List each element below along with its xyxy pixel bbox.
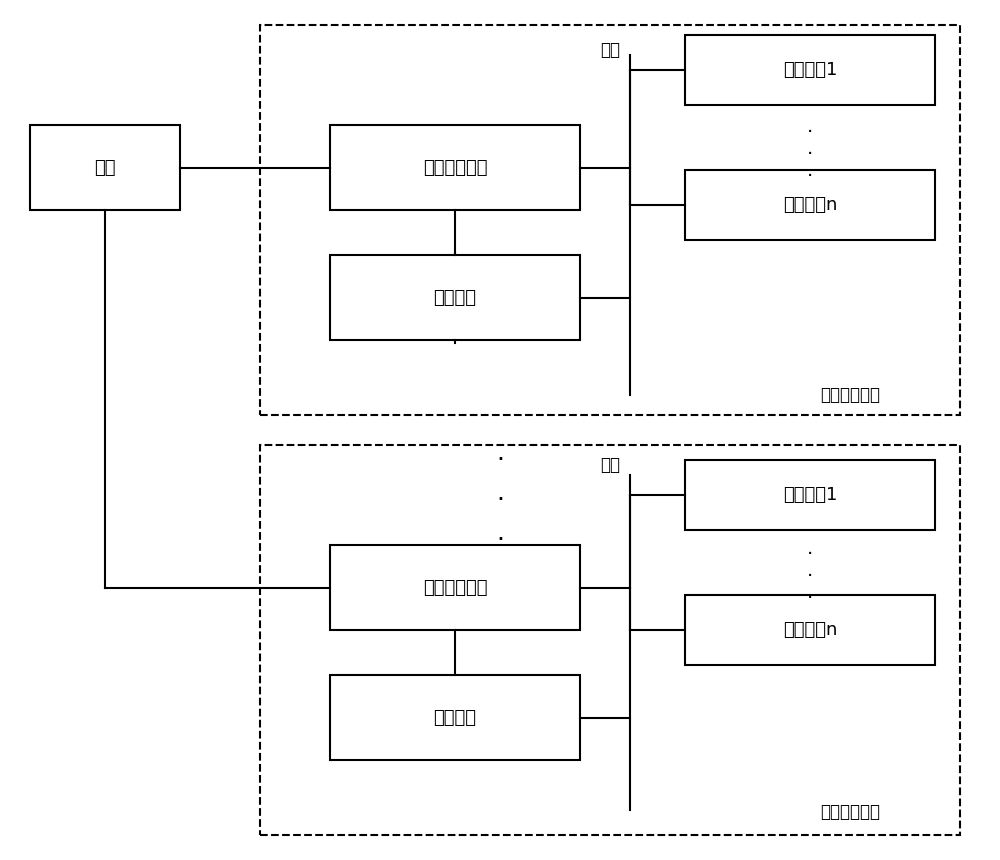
Text: ·: ·	[496, 488, 504, 512]
Text: 用户设切1: 用户设切1	[783, 61, 837, 79]
Text: 储能模块: 储能模块	[434, 709, 477, 727]
Text: 用户设备n: 用户设备n	[783, 196, 837, 214]
FancyBboxPatch shape	[685, 595, 935, 665]
Text: 供电转换模块: 供电转换模块	[423, 159, 487, 177]
Text: 市电: 市电	[94, 159, 116, 177]
FancyBboxPatch shape	[685, 35, 935, 105]
Text: ·
·
·: · · ·	[807, 545, 813, 609]
Text: 用户设切1: 用户设切1	[783, 486, 837, 504]
FancyBboxPatch shape	[330, 255, 580, 340]
Text: 负载供电装置: 负载供电装置	[820, 803, 880, 821]
Text: ·
·
·: · · ·	[807, 124, 813, 187]
Text: 用户设备n: 用户设备n	[783, 621, 837, 639]
FancyBboxPatch shape	[330, 545, 580, 630]
FancyBboxPatch shape	[30, 125, 180, 210]
FancyBboxPatch shape	[330, 675, 580, 760]
Text: 储能模块: 储能模块	[434, 289, 477, 307]
Text: 负载供电装置: 负载供电装置	[820, 386, 880, 404]
Text: 母线: 母线	[600, 41, 620, 59]
FancyBboxPatch shape	[685, 460, 935, 530]
Text: 供电转换模块: 供电转换模块	[423, 579, 487, 597]
Text: 母线: 母线	[600, 456, 620, 474]
Text: ·: ·	[496, 528, 504, 552]
FancyBboxPatch shape	[330, 125, 580, 210]
Text: ·: ·	[496, 448, 504, 472]
FancyBboxPatch shape	[685, 170, 935, 240]
